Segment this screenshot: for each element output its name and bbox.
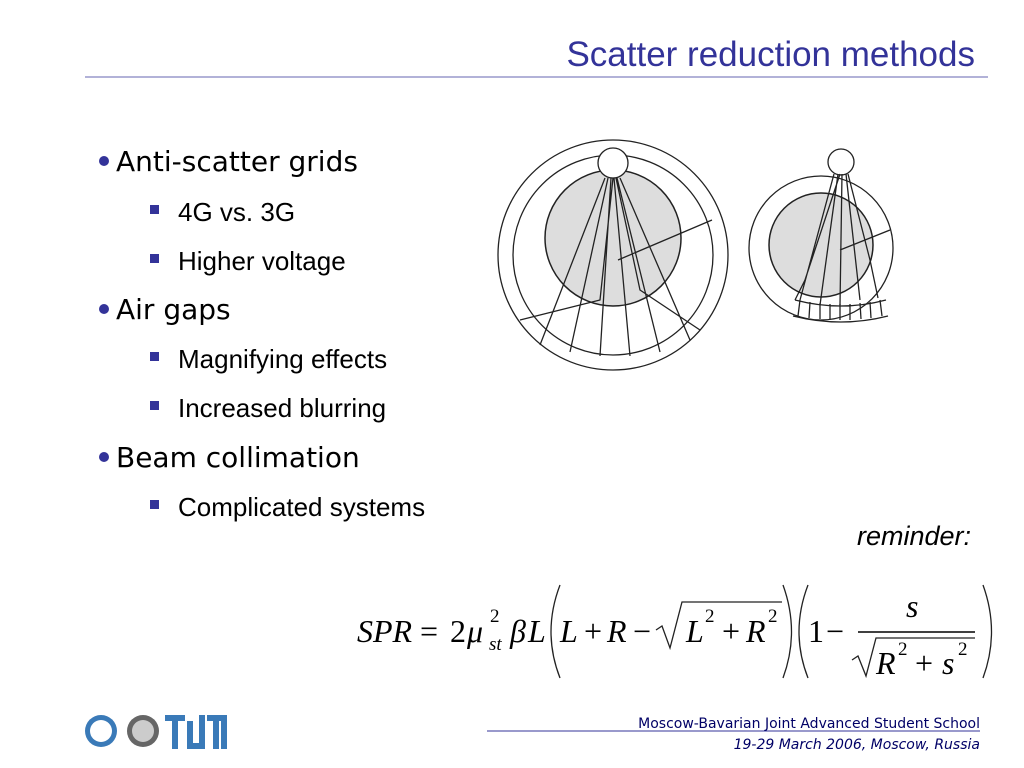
formula-part: +	[584, 613, 602, 649]
logos	[85, 715, 227, 749]
formula-part: =	[420, 613, 438, 649]
formula-part: R	[875, 645, 896, 681]
formula: SPR = 2 μ 2 st β L L + R − L 2 + R 2 1 −…	[357, 584, 993, 681]
formula-part: SPR	[357, 613, 413, 649]
formula-part: +	[722, 613, 740, 649]
formula-part: 2	[490, 606, 500, 627]
sub-bullet	[150, 352, 159, 361]
footer-school: Moscow-Bavarian Joint Advanced Student S…	[638, 716, 980, 732]
bullet	[99, 452, 109, 462]
sub-bullet	[150, 205, 159, 214]
sub-bullet	[150, 500, 159, 509]
footer-date: 19-29 March 2006, Moscow, Russia	[734, 737, 980, 753]
formula-part: β	[509, 613, 526, 649]
formula-part: −	[826, 613, 844, 649]
formula-part: R	[745, 613, 766, 649]
paren	[550, 584, 561, 679]
diagram-grid	[748, 148, 894, 323]
sqrt	[655, 601, 782, 651]
bullet	[99, 156, 109, 166]
paren	[798, 584, 809, 679]
sub-bullet-text: Higher voltage	[178, 246, 346, 276]
formula-part: 2	[450, 613, 466, 649]
sub-bullet-text: Increased blurring	[178, 393, 386, 423]
bullet	[99, 304, 109, 314]
bullet-text: Anti-scatter grids	[116, 145, 358, 178]
sub-bullet-text: Magnifying effects	[178, 344, 387, 374]
formula-part: 2	[705, 606, 715, 627]
formula-part: +	[915, 645, 933, 681]
sub-bullet-text: Complicated systems	[178, 492, 425, 522]
formula-part: s	[942, 645, 954, 681]
formula-part: 2	[768, 606, 778, 627]
bullet-text: Beam collimation	[116, 441, 360, 474]
formula-part: L	[685, 613, 704, 649]
formula-part: 2	[898, 639, 908, 660]
formula-part: μ	[466, 613, 483, 649]
formula-part: 1	[808, 613, 824, 649]
title: Scatter reduction methods	[566, 35, 975, 74]
paren	[782, 584, 793, 679]
formula-part: L	[559, 613, 578, 649]
formula-part: st	[489, 634, 502, 655]
paren	[982, 584, 993, 679]
formula-part: 2	[958, 639, 968, 660]
formula-part: s	[906, 588, 918, 624]
formula-part: R	[606, 613, 627, 649]
formula-part: −	[633, 613, 651, 649]
bullet-text: Air gaps	[116, 293, 231, 326]
sub-bullet	[150, 254, 159, 263]
sub-bullet-text: 4G vs. 3G	[178, 197, 295, 227]
sqrt	[851, 637, 975, 679]
reminder: reminder:	[857, 521, 971, 551]
formula-part: L	[527, 613, 546, 649]
sub-bullet	[150, 401, 159, 410]
diagram-air-gap	[497, 139, 729, 371]
